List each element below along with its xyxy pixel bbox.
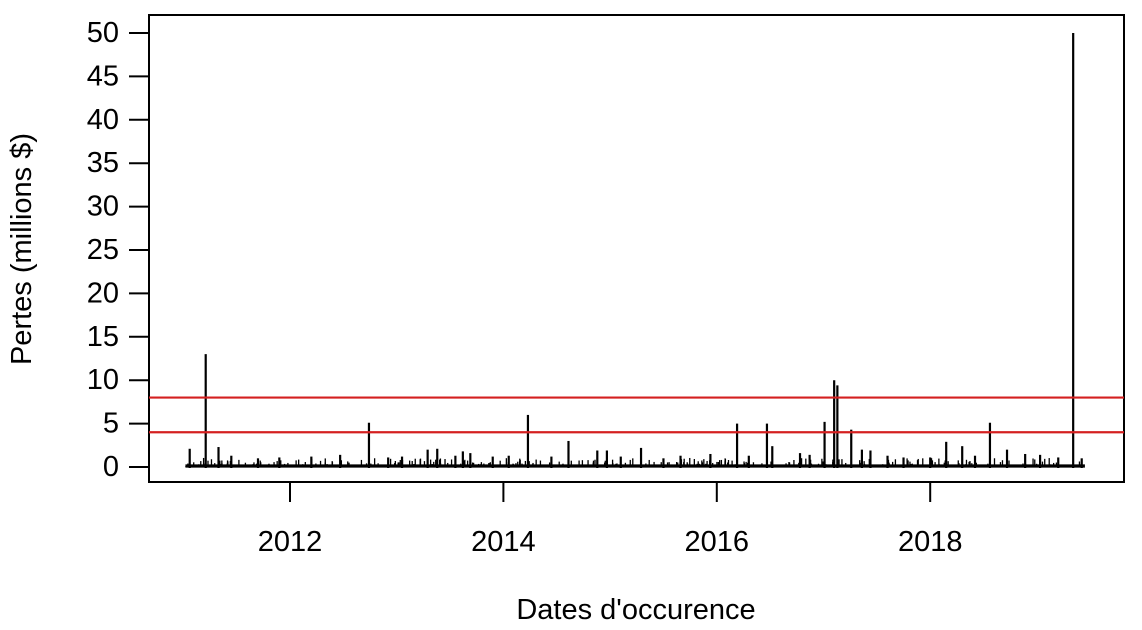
threshold-lines bbox=[149, 396, 1124, 434]
y-tick-label: 20 bbox=[87, 277, 119, 309]
y-tick-label: 10 bbox=[87, 364, 119, 396]
y-tick-label: 15 bbox=[87, 321, 119, 353]
x-tick-label: 2014 bbox=[471, 526, 536, 558]
y-tick-label: 50 bbox=[87, 17, 119, 49]
y-tick-label: 45 bbox=[87, 60, 119, 92]
y-tick-label: 40 bbox=[87, 104, 119, 136]
y-tick-label: 0 bbox=[103, 451, 119, 483]
x-axis: 2012 2014 2016 2018 bbox=[258, 482, 963, 558]
y-tick-label: 35 bbox=[87, 147, 119, 179]
x-tick-label: 2012 bbox=[258, 526, 323, 558]
plot-border bbox=[148, 14, 1125, 483]
y-tick-label: 30 bbox=[87, 191, 119, 223]
y-tick-label: 25 bbox=[87, 234, 119, 266]
y-axis-title: Pertes (millions $) bbox=[6, 133, 38, 365]
x-tick-label: 2018 bbox=[898, 526, 963, 558]
x-tick-label: 2016 bbox=[685, 526, 750, 558]
y-tick-label: 5 bbox=[103, 408, 119, 440]
x-axis-title: Dates d'occurence bbox=[516, 594, 755, 626]
y-axis: 0 5 10 15 20 25 30 35 40 45 50 bbox=[87, 17, 149, 483]
baseline-noise-spikes bbox=[185, 457, 1085, 468]
series-spikes bbox=[188, 33, 1083, 468]
